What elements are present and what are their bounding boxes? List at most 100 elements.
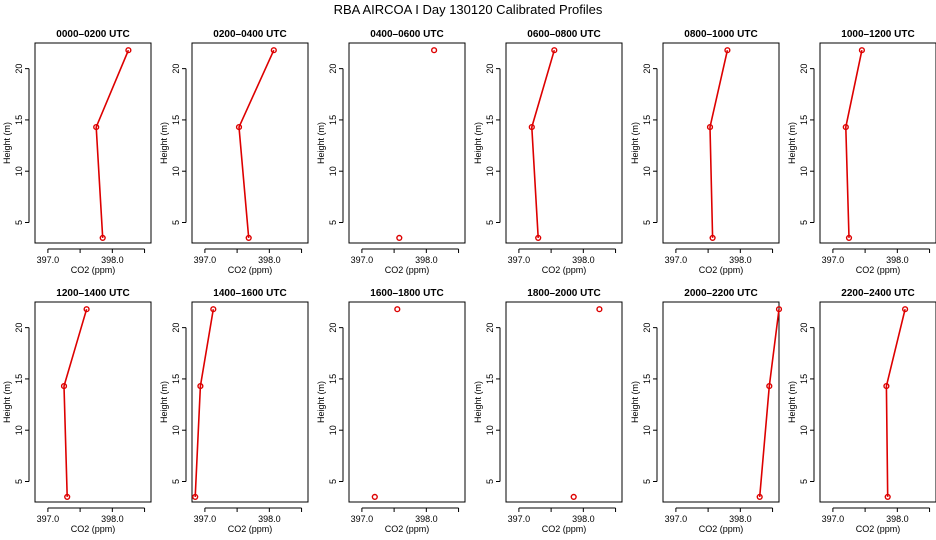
data-point <box>596 306 603 313</box>
x-axis-label: CO2 (ppm) <box>699 524 744 534</box>
y-axis-label: Height (m) <box>2 122 12 164</box>
data-point <box>197 383 204 390</box>
plot-frame <box>819 301 936 503</box>
y-tick-label: 10 <box>171 425 181 435</box>
plot-frame <box>348 42 466 244</box>
plot-frame <box>819 42 936 244</box>
y-tick-label: 20 <box>642 64 652 74</box>
y-tick-label: 20 <box>14 323 24 333</box>
y-tick-label: 5 <box>328 479 338 484</box>
data-point <box>394 306 401 313</box>
y-tick-label: 20 <box>799 323 809 333</box>
y-tick-label: 15 <box>328 374 338 384</box>
x-axis-label: CO2 (ppm) <box>856 524 901 534</box>
y-tick-label: 15 <box>642 374 652 384</box>
y-tick-label: 5 <box>485 479 495 484</box>
data-point <box>60 383 68 390</box>
data-point <box>842 123 849 131</box>
x-tick-label: 398.0 <box>886 255 909 265</box>
plot-frame <box>191 42 309 244</box>
data-point <box>724 47 731 54</box>
y-tick-label: 20 <box>328 64 338 74</box>
y-tick-label: 20 <box>14 64 24 74</box>
y-tick-label: 5 <box>171 220 181 225</box>
plot-frame <box>662 301 780 503</box>
data-point <box>766 383 773 390</box>
data-point <box>125 47 132 54</box>
panel-title: 0800–1000 UTC <box>684 29 757 40</box>
y-tick-label: 20 <box>328 323 338 333</box>
x-tick-label: 397.0 <box>194 255 217 265</box>
plot-frame <box>505 301 623 503</box>
data-point <box>883 383 890 390</box>
panel-title: 0200–0400 UTC <box>213 29 286 40</box>
data-point <box>83 306 90 313</box>
x-tick-label: 397.0 <box>351 255 374 265</box>
profile-line <box>709 50 729 238</box>
panel-title: 1200–1400 UTC <box>56 288 129 299</box>
profile-line <box>844 50 863 238</box>
y-tick-label: 20 <box>485 64 495 74</box>
x-tick-label: 398.0 <box>572 514 595 524</box>
x-tick-label: 397.0 <box>822 514 845 524</box>
x-tick-label: 398.0 <box>572 255 595 265</box>
x-tick-label: 397.0 <box>194 514 217 524</box>
y-tick-label: 10 <box>171 166 181 176</box>
data-point <box>756 493 763 501</box>
x-axis-label: CO2 (ppm) <box>228 265 273 275</box>
x-tick-label: 398.0 <box>729 255 752 265</box>
x-tick-label: 397.0 <box>351 514 374 524</box>
data-point <box>99 234 106 242</box>
profile-line <box>95 49 130 238</box>
plot-frame <box>505 42 623 244</box>
y-tick-label: 10 <box>328 425 338 435</box>
plot-frame <box>191 301 309 503</box>
panel-title: 1600–1800 UTC <box>370 288 443 299</box>
y-tick-label: 5 <box>799 479 809 484</box>
panel-title: 0600–0800 UTC <box>527 29 600 40</box>
profile-panel: 1400–1600 UTC 397.0 398.0 5 10 15 20 CO2 (ppm) H… <box>159 288 309 534</box>
chart-title: RBA AIRCOA I Day 130120 Calibrated Profi… <box>334 2 603 17</box>
x-tick-label: 398.0 <box>101 255 124 265</box>
y-tick-label: 15 <box>171 374 181 384</box>
data-point <box>270 47 277 54</box>
y-tick-label: 15 <box>14 374 24 384</box>
data-point <box>775 306 783 313</box>
data-point <box>845 234 853 242</box>
panel-title: 0000–0200 UTC <box>56 29 129 40</box>
y-tick-label: 15 <box>328 115 338 125</box>
x-tick-label: 398.0 <box>101 514 124 524</box>
y-tick-label: 15 <box>799 115 809 125</box>
y-axis-label: Height (m) <box>473 381 483 423</box>
profile-line <box>885 309 906 497</box>
profile-panel: 0400–0600 UTC 397.0 398.0 5 10 15 20 CO2 (ppm) H… <box>316 29 466 275</box>
y-tick-label: 10 <box>642 166 652 176</box>
plot-frame <box>34 42 152 244</box>
y-axis-label: Height (m) <box>316 122 326 164</box>
x-tick-label: 398.0 <box>258 514 281 524</box>
profile-panel: 0600–0800 UTC 397.0 398.0 5 10 15 20 CO2 (ppm) H… <box>473 29 623 275</box>
profile-panel: 0800–1000 UTC 397.0 398.0 5 10 15 20 CO2 (ppm) H… <box>630 29 780 275</box>
y-tick-label: 15 <box>642 115 652 125</box>
data-point <box>535 234 542 242</box>
data-point <box>709 234 716 242</box>
y-tick-label: 10 <box>799 166 809 176</box>
profile-panel: 1200–1400 UTC 397.0 398.0 5 10 15 20 CO2 (ppm) H… <box>2 288 152 534</box>
x-tick-label: 398.0 <box>886 514 909 524</box>
x-tick-label: 398.0 <box>415 255 438 265</box>
x-axis-label: CO2 (ppm) <box>385 265 430 275</box>
panel-title: 2200–2400 UTC <box>841 288 914 299</box>
y-axis-label: Height (m) <box>159 122 169 164</box>
data-point <box>431 47 438 54</box>
plot-frame <box>34 301 152 503</box>
x-tick-label: 397.0 <box>665 255 688 265</box>
plot-frame <box>348 301 466 503</box>
x-tick-label: 397.0 <box>508 514 531 524</box>
x-axis-label: CO2 (ppm) <box>71 524 116 534</box>
y-tick-label: 10 <box>642 425 652 435</box>
x-tick-label: 397.0 <box>822 255 845 265</box>
y-tick-label: 15 <box>485 115 495 125</box>
x-tick-label: 398.0 <box>729 514 752 524</box>
x-tick-label: 397.0 <box>37 514 60 524</box>
y-axis-label: Height (m) <box>787 381 797 423</box>
